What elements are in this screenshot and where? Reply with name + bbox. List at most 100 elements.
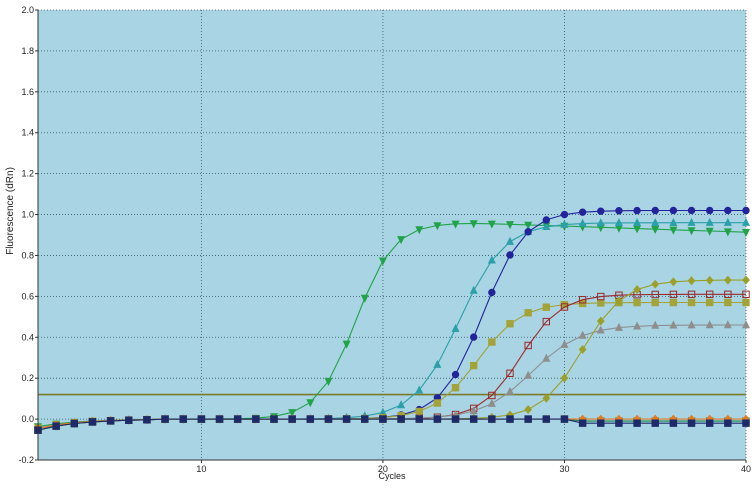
data-point [342, 340, 351, 349]
data-point [542, 415, 551, 423]
data-point [705, 419, 714, 427]
data-point [433, 399, 442, 407]
data-point [52, 422, 60, 430]
data-point [506, 251, 514, 259]
data-point [324, 415, 333, 423]
data-point [488, 288, 496, 297]
data-point [669, 277, 678, 287]
data-point [469, 285, 478, 294]
data-point [88, 418, 97, 426]
data-point [651, 206, 659, 215]
data-point [415, 415, 423, 423]
y-tick-label: 0.6 [21, 291, 34, 301]
x-tick-label: 10 [196, 464, 206, 474]
x-tick-label: 30 [559, 464, 569, 474]
data-point [506, 369, 514, 378]
data-point [578, 296, 587, 304]
data-point [597, 299, 605, 307]
data-point [705, 206, 714, 215]
data-point [741, 320, 751, 329]
data-point [669, 226, 678, 235]
data-point [687, 298, 696, 307]
data-point [488, 391, 496, 400]
data-point [651, 217, 660, 226]
y-tick-label: 0.4 [21, 332, 34, 342]
data-point [651, 290, 659, 299]
y-tick-label: 0.0 [21, 414, 34, 424]
data-point [379, 415, 387, 423]
data-point [578, 419, 587, 427]
data-point [487, 255, 496, 264]
data-point [615, 419, 623, 427]
data-point [451, 384, 460, 392]
data-point [215, 415, 224, 423]
data-point [742, 206, 750, 215]
data-point [524, 221, 533, 230]
data-point [724, 419, 732, 427]
series-10[interactable] [34, 415, 750, 434]
data-point [669, 206, 678, 215]
data-point [742, 298, 750, 307]
data-point [596, 316, 605, 326]
data-point [723, 320, 732, 329]
data-point [741, 217, 751, 226]
data-point [742, 419, 750, 427]
data-point [415, 226, 424, 235]
data-point [361, 415, 369, 423]
data-point [560, 415, 569, 423]
data-point [524, 228, 532, 236]
data-point [288, 415, 296, 423]
data-point [469, 333, 478, 341]
data-point [560, 210, 569, 219]
data-point [542, 317, 551, 326]
data-point [542, 216, 551, 224]
data-point [506, 415, 514, 423]
data-point [360, 294, 369, 303]
data-point [723, 217, 732, 226]
y-tick-label: 1.0 [21, 210, 34, 220]
y-axis-label: Fluorescence (dRn) [5, 167, 16, 255]
data-point [469, 220, 478, 229]
data-point [578, 345, 587, 355]
data-point [669, 217, 678, 226]
series-line [37, 418, 746, 431]
data-point [651, 419, 659, 427]
data-point [560, 373, 569, 383]
data-point [378, 257, 387, 266]
data-point [433, 415, 442, 423]
data-point [724, 206, 732, 215]
data-point [615, 296, 623, 306]
data-point [687, 419, 696, 427]
data-point [487, 220, 496, 229]
data-point [197, 415, 206, 423]
y-tick-label: 1.8 [21, 46, 34, 56]
data-point [705, 217, 714, 226]
data-point [742, 275, 750, 285]
data-point [723, 228, 732, 237]
data-point [469, 406, 478, 415]
data-point [742, 290, 750, 299]
data-point [324, 377, 333, 386]
data-point [669, 290, 678, 299]
data-point [451, 370, 460, 379]
data-point [669, 419, 678, 427]
data-point [306, 399, 315, 408]
data-point [415, 385, 424, 394]
data-point [524, 309, 532, 317]
data-point [125, 416, 133, 424]
data-point [687, 217, 696, 226]
data-point [687, 227, 696, 236]
data-point [687, 290, 696, 299]
data-point [488, 338, 496, 346]
data-point [669, 298, 678, 307]
data-point [633, 285, 641, 295]
data-point [542, 222, 551, 231]
data-point [578, 330, 587, 339]
data-point [433, 222, 442, 231]
data-point [524, 341, 532, 350]
data-point [724, 290, 732, 299]
data-point [469, 361, 478, 370]
data-point [161, 415, 169, 423]
